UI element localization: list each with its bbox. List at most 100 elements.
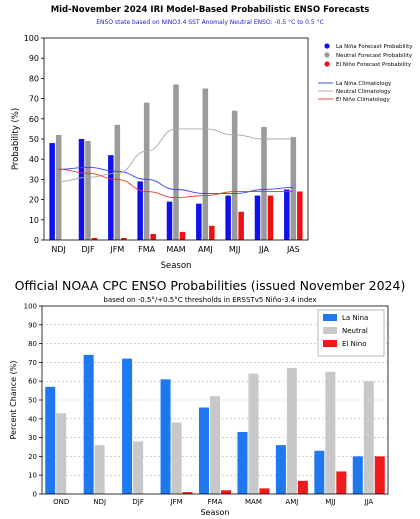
iri-bar (49, 143, 55, 240)
iri-x-tick-label: JFM (109, 245, 124, 254)
cpc-bar (122, 358, 133, 494)
cpc-bar (325, 371, 336, 494)
cpc-y-tick-label: 20 (28, 453, 37, 461)
iri-y-tick-label: 40 (29, 155, 39, 164)
cpc-x-axis-label: Season (200, 508, 229, 517)
cpc-bar (94, 445, 105, 494)
iri-x-tick-label: JJA (258, 245, 270, 254)
cpc-x-ticks: OND NDJ DJF JFM FMA MAM AMJ MJJ JJA (53, 498, 373, 506)
iri-legend-label: El Niño Forecast Probability (336, 62, 412, 68)
cpc-y-tick-label: 60 (28, 378, 37, 386)
cpc-y-axis-label: Percent Chance (%) (9, 361, 18, 440)
iri-bar (284, 189, 290, 240)
iri-x-tick-label: JAS (286, 245, 300, 254)
iri-bar (267, 195, 274, 240)
cpc-legend-swatch (323, 327, 337, 334)
iri-legend-label: La Niña Climatology (336, 81, 392, 87)
iri-y-tick-label: 60 (29, 115, 39, 124)
iri-bar (202, 88, 209, 240)
cpc-legend-label: La Nina (342, 314, 368, 322)
iri-y-axis-label: Probability (%) (11, 108, 21, 170)
iri-climatology-line (58, 128, 294, 182)
cpc-bar (199, 407, 209, 494)
cpc-bar (275, 445, 286, 494)
cpc-bar (363, 381, 374, 494)
iri-y-tick-label: 10 (29, 216, 39, 225)
iri-bar (196, 203, 202, 240)
iri-x-tick-label: NDJ (51, 245, 66, 254)
cpc-chart: Official NOAA CPC ENSO Probabilities (is… (9, 278, 405, 517)
cpc-y-tick-label: 10 (28, 472, 37, 480)
cpc-bar (336, 471, 347, 494)
iri-x-tick-label: DJF (81, 245, 95, 254)
cpc-legend-label: El Nino (342, 340, 367, 348)
cpc-x-tick-label: OND (53, 498, 69, 506)
iri-chart: Mid-November 2024 IRI Model-Based Probab… (11, 5, 413, 271)
cpc-bar (171, 422, 182, 494)
cpc-y-ticks: 0 10 20 30 40 50 60 70 80 90 100 (24, 303, 42, 499)
iri-bar (150, 233, 156, 240)
iri-bar (297, 191, 303, 240)
iri-x-tick-label: MJJ (229, 245, 241, 254)
iri-legend-marker (324, 52, 330, 58)
iri-bar (55, 134, 62, 240)
iri-bar (238, 211, 244, 240)
cpc-bar (374, 456, 385, 494)
cpc-bar (45, 386, 56, 494)
iri-x-axis-label: Season (161, 261, 192, 271)
cpc-bar (352, 456, 363, 494)
cpc-bar (259, 488, 270, 494)
cpc-bar (182, 492, 193, 494)
cpc-x-tick-label: DJF (132, 498, 143, 506)
cpc-y-tick-label: 70 (28, 359, 37, 367)
cpc-bar (221, 490, 231, 494)
iri-x-tick-label: MAM (166, 245, 185, 254)
cpc-legend-swatch (323, 340, 337, 347)
cpc-x-tick-label: FMA (208, 498, 223, 506)
cpc-bars (45, 354, 385, 494)
iri-legend-marker (324, 43, 330, 49)
cpc-bar (314, 450, 325, 494)
iri-y-ticks: 0 10 20 30 40 50 60 70 80 90 100 (24, 34, 44, 245)
cpc-y-tick-label: 90 (28, 321, 37, 329)
iri-bar (78, 139, 85, 240)
iri-x-ticks: NDJ DJF JFM FMA MAM AMJ MJJ JJA JAS (51, 245, 299, 254)
cpc-y-tick-label: 80 (28, 340, 37, 348)
iri-x-tick-label: FMA (138, 245, 156, 254)
cpc-title: Official NOAA CPC ENSO Probabilities (is… (15, 278, 406, 293)
iri-y-tick-label: 20 (29, 196, 39, 205)
iri-bar (166, 201, 173, 240)
iri-legend-label: Neutral Forecast Probability (336, 53, 413, 59)
cpc-bar (248, 373, 259, 494)
iri-bar (261, 126, 267, 240)
iri-bar (137, 181, 143, 240)
iri-legend-label: Neutral Climatology (336, 89, 392, 95)
iri-bar (179, 231, 186, 240)
cpc-bar (286, 368, 297, 494)
cpc-y-tick-label: 0 (33, 491, 37, 499)
iri-legend-label: La Niña Forecast Probability (336, 44, 413, 50)
iri-legend-marker (324, 61, 330, 67)
iri-y-tick-label: 70 (29, 95, 39, 104)
cpc-y-tick-label: 100 (24, 303, 37, 311)
cpc-bar (83, 354, 94, 494)
iri-title: Mid-November 2024 IRI Model-Based Probab… (51, 5, 370, 15)
cpc-x-tick-label: NDJ (93, 498, 106, 506)
iri-y-tick-label: 30 (29, 175, 39, 184)
iri-bar (290, 136, 297, 240)
iri-bar (143, 102, 150, 240)
cpc-bar (210, 396, 220, 494)
iri-legend: La Niña Forecast Probability Neutral Fore… (318, 43, 413, 103)
cpc-bar (56, 413, 67, 494)
cpc-y-tick-label: 40 (28, 415, 37, 423)
iri-bar (121, 237, 127, 240)
cpc-legend: La Nina Neutral El Nino (317, 309, 385, 357)
iri-bar (85, 141, 91, 240)
cpc-x-tick-label: JFM (169, 498, 182, 506)
iri-y-tick-label: 0 (34, 236, 39, 245)
cpc-x-tick-label: MJJ (325, 498, 335, 506)
iri-y-tick-label: 100 (24, 34, 39, 43)
cpc-bar (160, 379, 171, 494)
iri-y-tick-label: 80 (29, 74, 39, 83)
